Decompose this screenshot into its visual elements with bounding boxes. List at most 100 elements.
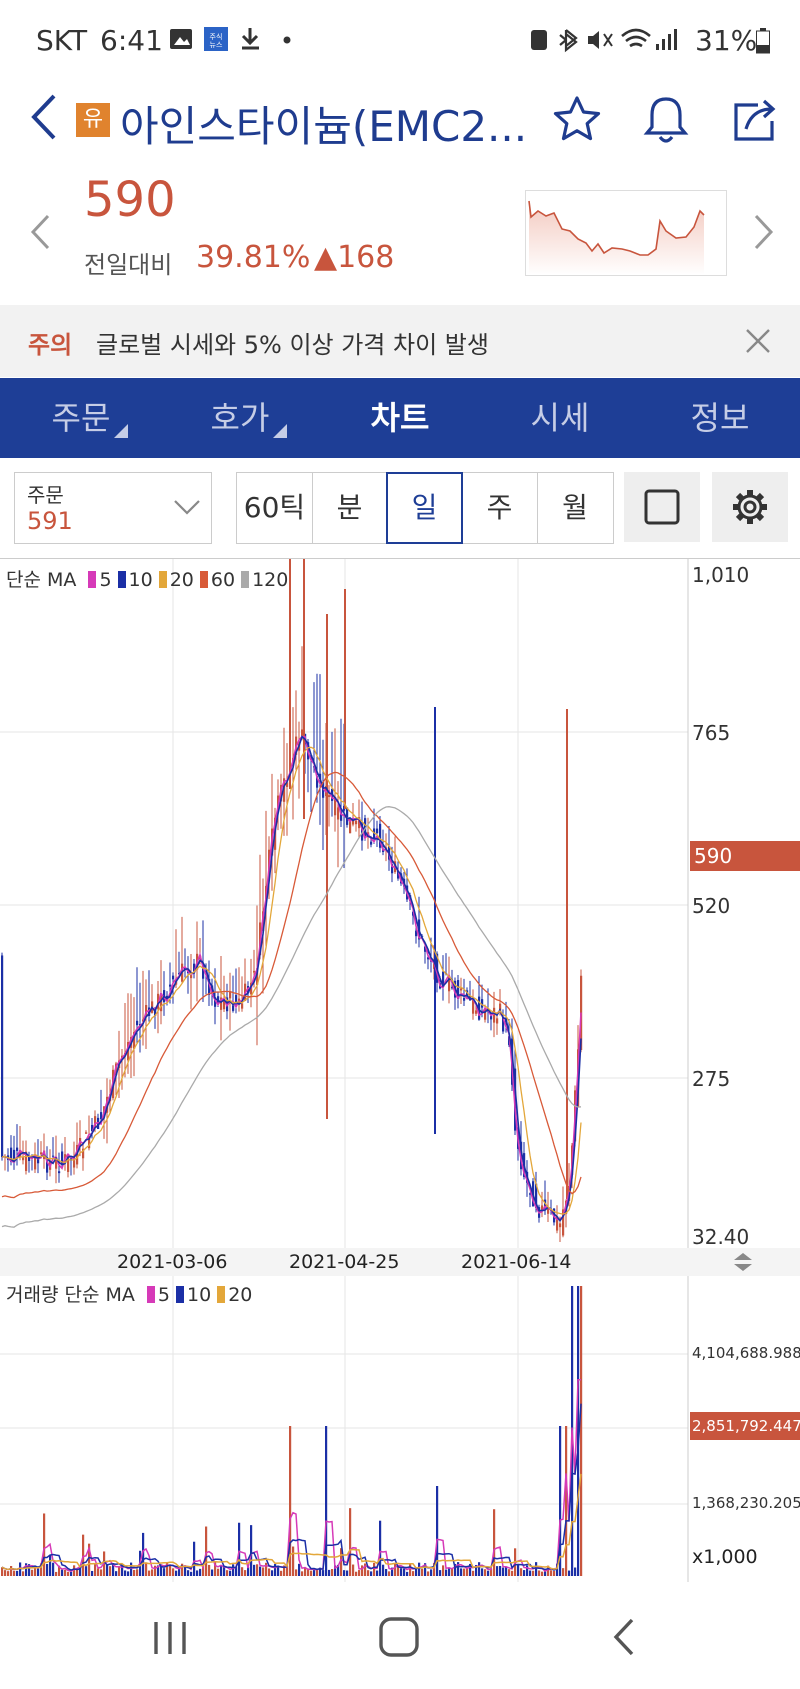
price-chart-canvas <box>0 559 689 1249</box>
system-back-button[interactable] <box>608 1616 638 1662</box>
mini-chart[interactable] <box>525 190 727 276</box>
volume-bar <box>370 1571 373 1576</box>
legend-period-label: 5 <box>99 569 112 591</box>
volume-bar <box>436 1486 439 1576</box>
candle-body <box>178 973 181 975</box>
candle-body <box>334 796 337 816</box>
order-quantity-select[interactable]: 주문 591 <box>14 472 212 544</box>
volume-bar <box>364 1563 367 1576</box>
period-60tick[interactable]: 60틱 <box>237 473 313 543</box>
volume-bar <box>397 1565 400 1576</box>
volume-bar <box>334 1565 337 1576</box>
back-icon <box>613 1618 634 1656</box>
volume-bar <box>115 1571 118 1576</box>
volume-bar <box>175 1570 178 1576</box>
candle-body <box>55 1157 58 1169</box>
candle-body <box>451 986 454 989</box>
volume-bar <box>418 1562 421 1576</box>
svg-text:뉴스: 뉴스 <box>210 41 223 49</box>
candle-body <box>67 1154 70 1172</box>
volume-bar <box>268 1568 271 1576</box>
volume-bar <box>154 1565 157 1576</box>
legend-period-label: 10 <box>128 569 153 591</box>
candle-body <box>448 976 451 992</box>
carrier: SKT <box>36 24 88 57</box>
volume-bar <box>379 1520 382 1576</box>
tab-quotes[interactable]: 시세 <box>530 399 590 437</box>
candle-body <box>496 1018 499 1024</box>
volume-legend-title: 거래량 단순 MA <box>6 1284 135 1306</box>
next-coin-button[interactable] <box>752 212 776 256</box>
period-week[interactable]: 주 <box>462 473 538 543</box>
period-month[interactable]: 월 <box>562 491 588 524</box>
volume-bar <box>430 1569 433 1576</box>
resize-handle-icon[interactable] <box>730 1250 756 1274</box>
legend-swatch <box>158 571 167 588</box>
volume-bar <box>223 1566 226 1576</box>
system-nav-bar <box>0 1590 800 1689</box>
volume-bar <box>247 1567 250 1576</box>
candle-body <box>25 1151 28 1171</box>
candle-body <box>337 807 340 820</box>
candle-body <box>52 1155 55 1157</box>
volume-bar <box>445 1569 448 1576</box>
volume-bar <box>490 1568 493 1576</box>
favorite-button[interactable] <box>550 93 604 151</box>
candle-body <box>34 1154 37 1170</box>
volume-bar <box>64 1569 67 1576</box>
volume-bar <box>385 1568 388 1576</box>
volume-bar <box>4 1570 7 1576</box>
volume-bar <box>88 1543 91 1576</box>
volume-bar <box>220 1565 223 1576</box>
tab-order[interactable]: 주문 <box>16 378 146 458</box>
volume-bar <box>241 1567 244 1576</box>
candle-body <box>502 1016 505 1032</box>
alert-button[interactable] <box>640 93 692 151</box>
price-chart-panel[interactable]: 단순 MA 5 10 20 60 120 1,010 765 520 275 32.40… <box>0 558 800 1249</box>
volume-bar <box>52 1562 55 1576</box>
volume-bar <box>307 1568 310 1576</box>
candle-body <box>202 963 205 979</box>
chart-settings-button[interactable] <box>712 472 788 542</box>
volume-bar <box>22 1571 25 1576</box>
candle-body <box>106 1096 109 1113</box>
volume-bar <box>499 1566 502 1576</box>
fullscreen-button[interactable] <box>624 472 700 542</box>
volume-bar <box>319 1567 322 1576</box>
candle-body <box>310 755 313 761</box>
volume-chart-panel[interactable]: 거래량 단순 MA 5 10 20 4,104,688.988 2,851,792.… <box>0 1276 800 1582</box>
volume-bar <box>286 1565 289 1576</box>
tab-chart[interactable]: 차트 <box>370 399 430 437</box>
volume-bar <box>211 1569 214 1576</box>
tab-orderbook[interactable]: 호가 <box>175 378 305 458</box>
candle-body <box>484 1008 487 1020</box>
volume-bar <box>55 1571 58 1576</box>
volume-bar <box>229 1570 232 1576</box>
volume-bar <box>298 1563 301 1576</box>
volume-bar <box>433 1562 436 1576</box>
recent-apps-button[interactable] <box>150 1618 190 1662</box>
candle-body <box>154 1008 157 1017</box>
volume-bar <box>352 1564 355 1576</box>
prev-coin-button[interactable] <box>28 212 52 256</box>
period-day[interactable]: 일 <box>386 472 463 544</box>
legend-period-label: 5 <box>157 1284 171 1306</box>
candle-body <box>493 1007 496 1023</box>
candle-body <box>88 1136 91 1149</box>
back-button[interactable] <box>26 92 60 146</box>
candle-body <box>94 1116 97 1128</box>
candle-body <box>283 778 286 802</box>
volume-bar <box>1 1567 4 1576</box>
volume-bar <box>16 1570 19 1576</box>
legend-period-label: 20 <box>228 1284 253 1306</box>
close-warning-button[interactable] <box>744 327 772 359</box>
volume-bar <box>328 1569 331 1576</box>
share-button[interactable] <box>728 93 780 151</box>
ma-line-60 <box>1 771 582 1199</box>
tab-info[interactable]: 정보 <box>690 399 750 437</box>
volume-bar <box>280 1570 283 1576</box>
period-minute[interactable]: 분 <box>312 473 388 543</box>
candle-body <box>457 980 460 1000</box>
change-amount: ▲168 <box>314 240 395 275</box>
home-button[interactable] <box>378 1616 420 1662</box>
